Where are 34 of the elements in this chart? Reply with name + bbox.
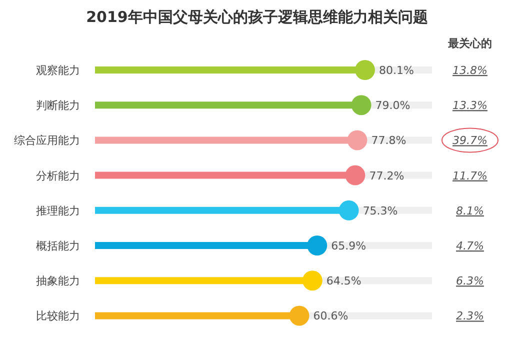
point [347,130,368,150]
data-label: 64.5% [326,274,362,288]
data-label: 79.0% [375,99,410,112]
point [355,60,375,80]
data-label: 60.6% [313,310,348,323]
point [345,165,366,186]
data-label: 80.1% [379,64,414,77]
text: 13.8% [452,64,488,77]
y-tick-label: 观察能力 [36,64,80,77]
text: 6.3% [456,274,484,288]
y-tick-label: 判断能力 [36,99,80,112]
text: 13.3% [452,99,488,112]
text: 11.7% [452,169,488,182]
text: 2.3% [456,310,484,323]
point [338,200,359,220]
y-tick-label: 比较能力 [36,310,80,323]
data-label: 75.3% [362,204,398,218]
point [289,306,310,326]
data-label: 77.2% [369,169,404,182]
data-label: 65.9% [331,240,366,252]
y-tick-label: 概括能力 [36,240,80,252]
text: 最关心的 [447,37,492,50]
text: 8.1% [456,204,484,218]
y-tick-label: 综合应用能力 [14,134,80,148]
text: 4.7% [456,240,484,252]
y-tick-label: 抽象能力 [36,274,80,288]
y-tick-label: 分析能力 [36,169,80,182]
y-tick-label: 推理能力 [36,204,80,218]
point [307,236,328,256]
data-label: 77.8% [371,134,406,148]
text: 39.7% [452,134,488,148]
point [351,95,372,116]
chart-title: 2019年中国父母关心的孩子逻辑思维能力相关问题 [86,8,428,26]
point [302,270,322,291]
